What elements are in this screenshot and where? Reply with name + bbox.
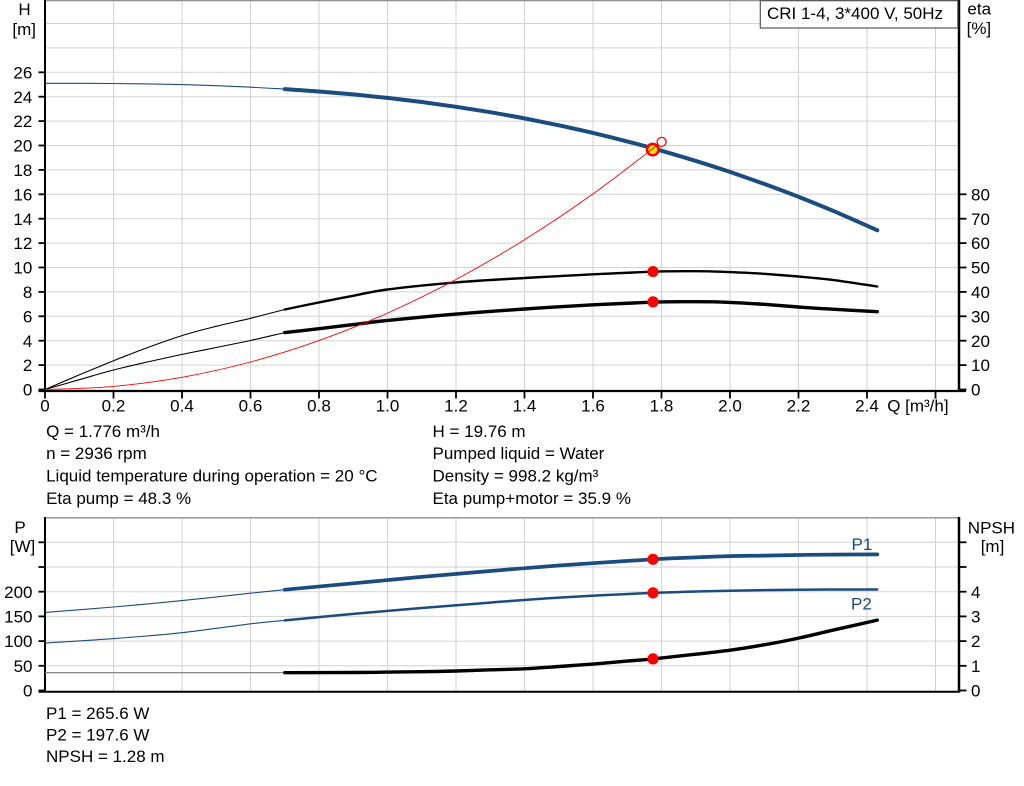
svg-text:Density = 998.2 kg/m³: Density = 998.2 kg/m³: [433, 467, 599, 486]
svg-text:0: 0: [971, 682, 980, 701]
svg-text:12: 12: [13, 234, 32, 253]
svg-text:14: 14: [13, 210, 32, 229]
svg-text:26: 26: [13, 63, 32, 82]
svg-text:0.4: 0.4: [170, 397, 194, 416]
svg-text:3: 3: [971, 608, 980, 627]
svg-text:n = 2936 rpm: n = 2936 rpm: [46, 444, 147, 463]
svg-text:1.4: 1.4: [513, 397, 537, 416]
svg-text:1.8: 1.8: [650, 397, 674, 416]
svg-text:16: 16: [13, 185, 32, 204]
svg-text:80: 80: [971, 185, 990, 204]
svg-text:60: 60: [971, 234, 990, 253]
svg-text:[m]: [m]: [12, 20, 36, 39]
svg-text:1.0: 1.0: [376, 397, 400, 416]
svg-text:H: H: [18, 0, 30, 19]
svg-text:0: 0: [971, 381, 980, 400]
svg-text:2.2: 2.2: [787, 397, 811, 416]
svg-text:30: 30: [971, 307, 990, 326]
svg-text:2: 2: [23, 356, 32, 375]
svg-text:CRI 1-4, 3*400 V, 50Hz: CRI 1-4, 3*400 V, 50Hz: [767, 4, 943, 23]
svg-text:40: 40: [971, 283, 990, 302]
svg-text:Eta pump = 48.3 %: Eta pump = 48.3 %: [46, 489, 191, 508]
svg-text:2.4: 2.4: [855, 397, 879, 416]
svg-text:H = 19.76 m: H = 19.76 m: [433, 422, 526, 441]
svg-text:P2: P2: [851, 594, 872, 613]
svg-text:20: 20: [13, 137, 32, 156]
svg-text:0.6: 0.6: [239, 397, 263, 416]
svg-text:4: 4: [23, 332, 32, 351]
svg-text:6: 6: [23, 307, 32, 326]
svg-text:1.6: 1.6: [581, 397, 605, 416]
svg-text:200: 200: [4, 583, 32, 602]
svg-text:2.0: 2.0: [718, 397, 742, 416]
svg-text:Eta pump+motor = 35.9 %: Eta pump+motor = 35.9 %: [433, 489, 631, 508]
svg-text:Pumped liquid = Water: Pumped liquid = Water: [433, 444, 605, 463]
svg-text:50: 50: [971, 259, 990, 278]
svg-text:10: 10: [971, 356, 990, 375]
svg-text:100: 100: [4, 632, 32, 651]
svg-text:0: 0: [23, 682, 32, 701]
svg-text:0: 0: [40, 397, 49, 416]
svg-text:10: 10: [13, 259, 32, 278]
svg-text:P1 = 265.6 W: P1 = 265.6 W: [46, 704, 149, 723]
svg-text:70: 70: [971, 210, 990, 229]
svg-text:2: 2: [971, 632, 980, 651]
svg-text:20: 20: [971, 332, 990, 351]
svg-text:[m]: [m]: [981, 537, 1005, 556]
svg-text:8: 8: [23, 283, 32, 302]
svg-text:1: 1: [971, 657, 980, 676]
svg-text:0.8: 0.8: [307, 397, 331, 416]
svg-text:[W]: [W]: [10, 537, 36, 556]
svg-text:4: 4: [971, 583, 980, 602]
svg-text:24: 24: [13, 88, 32, 107]
svg-text:P2 = 197.6 W: P2 = 197.6 W: [46, 726, 149, 745]
svg-text:1.2: 1.2: [444, 397, 468, 416]
svg-text:eta: eta: [967, 0, 991, 19]
svg-text:18: 18: [13, 161, 32, 180]
svg-text:[%]: [%]: [967, 19, 992, 38]
svg-text:0: 0: [23, 381, 32, 400]
svg-text:0.2: 0.2: [102, 397, 126, 416]
svg-text:22: 22: [13, 112, 32, 131]
svg-text:50: 50: [14, 657, 33, 676]
svg-text:Q [m³/h]: Q [m³/h]: [887, 397, 948, 416]
svg-text:Q = 1.776 m³/h: Q = 1.776 m³/h: [46, 422, 160, 441]
svg-text:150: 150: [4, 608, 32, 627]
svg-text:NPSH: NPSH: [968, 518, 1015, 537]
svg-text:P: P: [14, 518, 25, 537]
svg-text:NPSH = 1.28 m: NPSH = 1.28 m: [46, 747, 165, 766]
svg-text:P1: P1: [852, 535, 873, 554]
svg-text:Liquid temperature during oper: Liquid temperature during operation = 20…: [46, 467, 377, 486]
